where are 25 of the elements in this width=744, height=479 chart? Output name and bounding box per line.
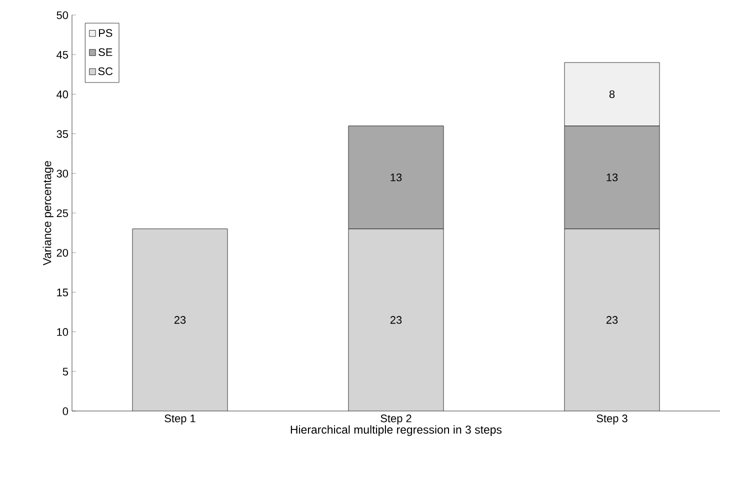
y-axis-title: Variance percentage [42,161,54,266]
data-label: 13 [390,173,402,182]
y-tick-label: 15 [57,288,68,296]
x-tick-label: Step 2 [380,414,412,424]
y-tick-label: 50 [56,11,68,20]
y-tick-label: 30 [56,170,68,178]
y-tick-label: 35 [56,130,68,138]
legend-label: SE [98,48,112,56]
y-tick-label: 40 [56,90,68,98]
y-tick-label: 0 [62,407,68,416]
x-tick-label: Step 1 [164,414,196,424]
legend-label: SC [98,67,113,76]
data-label: 8 [609,90,615,98]
x-axis-title: Hierarchical multiple regression in 3 steps [290,425,502,436]
y-tick-label: 45 [56,51,68,59]
y-tick-label: 25 [56,209,68,218]
y-tick-label: 10 [57,328,68,336]
legend-label: PS [99,29,112,37]
data-label: 23 [606,316,618,324]
data-label: 13 [606,173,618,182]
data-label: 23 [174,316,186,324]
y-tick-label: 20 [56,248,68,257]
x-tick-label: Step 3 [596,414,628,424]
data-label: 23 [390,316,402,324]
y-tick-label: 5 [62,368,68,376]
